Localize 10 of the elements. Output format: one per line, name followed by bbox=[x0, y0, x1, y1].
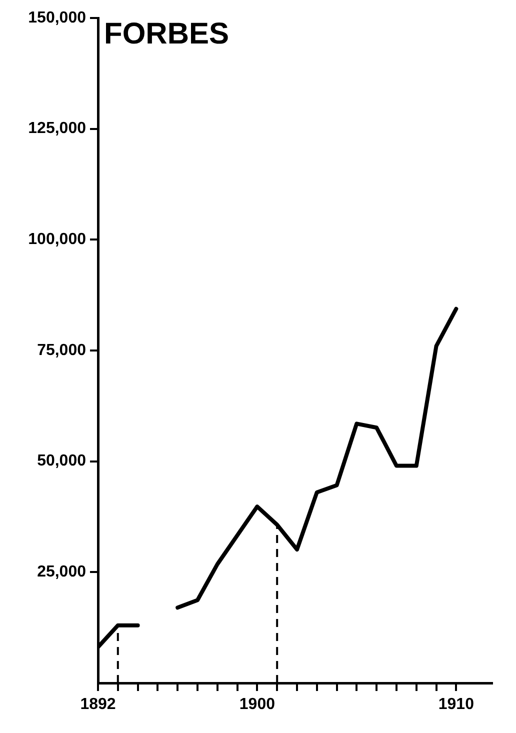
y-tick-label: 100,000 bbox=[28, 231, 86, 248]
y-tick-label: 50,000 bbox=[37, 452, 86, 470]
chart-title: FORBES bbox=[104, 17, 230, 50]
x-tick-label: 1900 bbox=[239, 696, 276, 714]
y-tick-label: 125,000 bbox=[28, 120, 86, 138]
x-tick-label: 1892 bbox=[80, 696, 116, 714]
x-tick-label: 1910 bbox=[438, 696, 474, 714]
y-tick-label: 150,000 bbox=[28, 9, 86, 26]
y-tick-label: 75,000 bbox=[37, 342, 86, 359]
y-tick-label: 25,000 bbox=[37, 564, 86, 581]
